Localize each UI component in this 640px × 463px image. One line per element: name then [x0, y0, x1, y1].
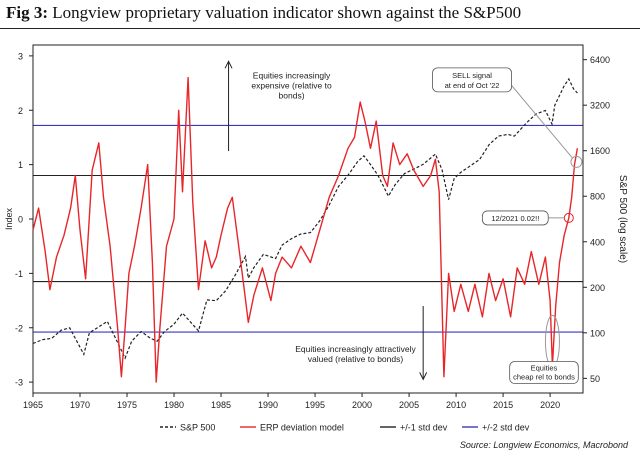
arrow-down-icon	[419, 372, 428, 381]
x-tick-label: 1975	[117, 400, 137, 410]
sell-callout-line-1: SELL signal	[452, 71, 492, 80]
title-rule	[0, 28, 640, 29]
x-tick-label: 2000	[352, 400, 372, 410]
y-tick-label: -1	[15, 269, 23, 279]
cheap-callout-line-2: cheap rel to bonds	[513, 372, 575, 381]
y-tick-label: 1	[18, 160, 23, 170]
legend-label: +/-2 std dev	[482, 423, 530, 433]
y-tick-label: 0	[18, 215, 23, 225]
y-axis-label: Index	[4, 207, 14, 230]
legend-label: S&P 500	[180, 423, 215, 433]
y2-tick-label: 3200	[590, 101, 610, 111]
x-tick-label: 2020	[540, 400, 560, 410]
series-erp-line	[32, 76, 579, 383]
sell-callout-box	[432, 67, 512, 93]
y2-tick-label: 50	[590, 374, 600, 384]
x-tick-label: 1995	[305, 400, 325, 410]
x-tick-label: 1980	[164, 400, 184, 410]
legend-label: +/-1 std dev	[400, 423, 448, 433]
y2-tick-label: 400	[590, 237, 605, 247]
arrow-up-icon	[224, 60, 233, 69]
sell-signal-marker	[570, 155, 583, 168]
y2-tick-label: 1600	[590, 146, 610, 156]
source-note: Source: Longview Economics, Macrobond	[459, 440, 628, 450]
cheap-callout-line-1: Equities	[531, 363, 558, 372]
dec2021-callout-text: 12/2021 0.02!!	[491, 214, 539, 223]
y2-axis-label: S&P 500 (log scale)	[617, 175, 628, 263]
page-title: Fig 3: Longview proprietary valuation in…	[6, 3, 521, 23]
y-tick-label: -3	[15, 378, 23, 388]
y-tick-label: 2	[18, 106, 23, 116]
dec2021-callout-box	[482, 210, 549, 226]
x-tick-label: 1990	[258, 400, 278, 410]
sell-callout-leader	[505, 78, 573, 159]
cheap-callout-box	[509, 361, 579, 384]
annotation-expensive-line-3: bonds)	[279, 91, 305, 101]
y2-tick-label: 6400	[590, 55, 610, 65]
x-tick-label: 1965	[23, 400, 43, 410]
y2-tick-label: 200	[590, 283, 605, 293]
y2-tick-label: 100	[590, 328, 605, 338]
figure-label: Fig 3:	[6, 3, 49, 22]
annotation-expensive-line-1: Equities increasingly	[253, 71, 331, 81]
y-tick-label: 3	[18, 51, 23, 61]
annotation-cheap-line-1: Equities increasingly attractively	[295, 344, 416, 354]
x-tick-label: 1970	[70, 400, 90, 410]
annotation-expensive-line-2: expensive (relative to	[251, 81, 332, 91]
sell-callout-line-2: at end of Oct '22	[445, 81, 500, 90]
x-tick-label: 2015	[493, 400, 513, 410]
y-tick-label: -2	[15, 323, 23, 333]
figure-title: Longview proprietary valuation indicator…	[52, 3, 522, 22]
legend-label: ERP deviation model	[260, 423, 344, 433]
x-tick-label: 1985	[211, 400, 231, 410]
y2-tick-label: 800	[590, 192, 605, 202]
x-tick-label: 2010	[446, 400, 466, 410]
x-tick-label: 2005	[399, 400, 419, 410]
annotation-cheap-line-2: valued (relative to bonds)	[308, 354, 404, 364]
